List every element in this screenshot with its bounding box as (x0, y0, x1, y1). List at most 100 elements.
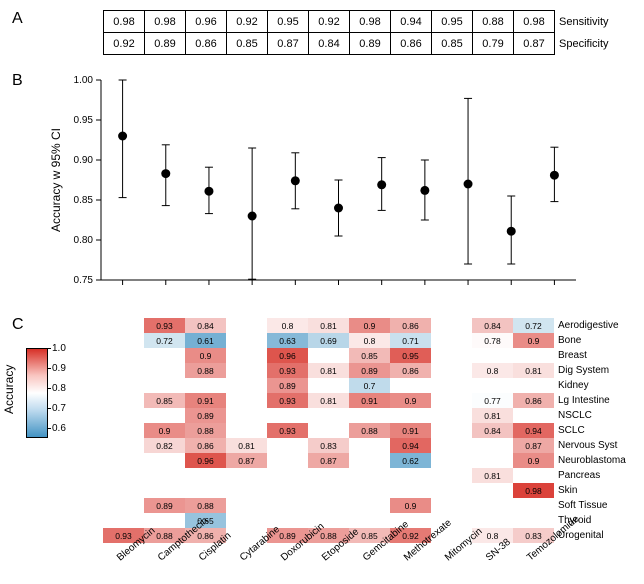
table-cell: 0.98 (350, 11, 391, 33)
heatmap-cell: 0.8 (267, 318, 308, 333)
heatmap-cell: 0.93 (267, 393, 308, 408)
heatmap-cell: 0.84 (472, 318, 513, 333)
heatmap-cell: 0.89 (267, 378, 308, 393)
heatmap-cell: 0.94 (513, 423, 554, 438)
table-cell: 0.98 (514, 11, 555, 33)
table-cell: 0.92 (104, 33, 145, 55)
heatmap-row-label: NSCLC (558, 408, 643, 423)
heatmap-cell: 0.9 (349, 318, 390, 333)
heatmap-cell: 0.78 (472, 333, 513, 348)
svg-text:1.00: 1.00 (74, 75, 94, 86)
table-cell: 0.95 (432, 11, 473, 33)
panel-a-table: 0.980.980.960.920.950.920.980.940.950.88… (103, 10, 625, 55)
table-cell: 0.89 (145, 33, 186, 55)
heatmap-cell: 0.63 (267, 333, 308, 348)
heatmap-cell: 0.9 (185, 348, 226, 363)
heatmap-cell: 0.77 (472, 393, 513, 408)
colorbar-tick: 0.6 (52, 423, 66, 434)
heatmap-cell: 0.8 (472, 363, 513, 378)
heatmap-cell: 0.61 (185, 333, 226, 348)
table-row-label: Specificity (555, 33, 625, 55)
svg-text:0.75: 0.75 (74, 275, 94, 286)
panel-c-label: C (12, 316, 24, 334)
table-cell: 0.87 (514, 33, 555, 55)
heatmap-cell: 0.86 (185, 438, 226, 453)
table-cell: 0.79 (473, 33, 514, 55)
table-cell: 0.96 (186, 11, 227, 33)
heatmap-cell: 0.9 (144, 423, 185, 438)
heatmap-cell: 0.83 (308, 438, 349, 453)
heatmap-cell: 0.9 (513, 453, 554, 468)
heatmap-cell: 0.96 (267, 348, 308, 363)
table-cell: 0.98 (145, 11, 186, 33)
heatmap-cell: 0.86 (513, 393, 554, 408)
panel-b-label: B (12, 72, 23, 90)
heatmap-cell: 0.93 (267, 363, 308, 378)
heatmap-cell: 0.85 (349, 348, 390, 363)
table-cell: 0.85 (432, 33, 473, 55)
heatmap-cell: 0.9 (390, 393, 431, 408)
panel-a-label: A (12, 10, 23, 28)
table-cell: 0.92 (227, 11, 268, 33)
svg-text:0.80: 0.80 (74, 235, 94, 246)
heatmap-cell: 0.81 (513, 363, 554, 378)
heatmap-cell: 0.81 (472, 468, 513, 483)
heatmap-cell: 0.81 (308, 318, 349, 333)
heatmap-cell: 0.88 (185, 423, 226, 438)
table-cell: 0.84 (309, 33, 350, 55)
panel-a: A 0.980.980.960.920.950.920.980.940.950.… (8, 8, 636, 68)
heatmap-row-label: Kidney (558, 378, 643, 393)
heatmap-cell: 0.8 (349, 333, 390, 348)
heatmap-cell: 0.69 (308, 333, 349, 348)
table-cell: 0.92 (309, 11, 350, 33)
heatmap-cell: 0.93 (267, 423, 308, 438)
svg-text:Accuracy w 95% CI: Accuracy w 95% CI (49, 128, 63, 232)
colorbar: 1.00.90.80.70.6 (26, 348, 48, 438)
table-cell: 0.85 (227, 33, 268, 55)
heatmap-cell: 0.96 (185, 453, 226, 468)
heatmap-cell: 0.89 (185, 408, 226, 423)
heatmap-row-label: SCLC (558, 423, 643, 438)
heatmap-cell: 0.87 (226, 453, 267, 468)
heatmap-row-label: Neuroblastoma (558, 453, 643, 468)
heatmap-row-label: Nervous Syst (558, 438, 643, 453)
heatmap-cell: 0.98 (513, 483, 554, 498)
colorbar-gradient (26, 348, 48, 438)
table-row-label: Sensitivity (555, 11, 625, 33)
heatmap-cell: 0.84 (472, 423, 513, 438)
heatmap-cell: 0.85 (144, 393, 185, 408)
heatmap-cell: 0.9 (513, 333, 554, 348)
table-cell: 0.94 (391, 11, 432, 33)
table-cell: 0.89 (350, 33, 391, 55)
heatmap-cell: 0.87 (308, 453, 349, 468)
svg-text:0.95: 0.95 (74, 115, 94, 126)
heatmap-cell: 0.91 (185, 393, 226, 408)
heatmap-cell: 0.62 (390, 453, 431, 468)
heatmap-cell: 0.72 (513, 318, 554, 333)
heatmap-cell: 0.88 (349, 423, 390, 438)
heatmap-cell: 0.91 (349, 393, 390, 408)
colorbar-tick: 1.0 (52, 343, 66, 354)
heatmap-row-label: Lg Intestine (558, 393, 643, 408)
heatmap-cell: 0.86 (390, 318, 431, 333)
table-cell: 0.86 (391, 33, 432, 55)
heatmap-cell: 0.86 (390, 363, 431, 378)
heatmap-cell: 0.87 (513, 438, 554, 453)
heatmap-cell: 0.89 (349, 363, 390, 378)
table-cell: 0.95 (268, 11, 309, 33)
heatmap-row-label: Pancreas (558, 468, 643, 483)
heatmap-cell: 0.82 (144, 438, 185, 453)
panel-b: B 0.750.800.850.900.951.00Accuracy w 95%… (8, 72, 636, 312)
table-cell: 0.87 (268, 33, 309, 55)
colorbar-tick: 0.7 (52, 403, 66, 414)
heatmap-cell: 0.7 (349, 378, 390, 393)
heatmap-cell: 0.81 (308, 363, 349, 378)
heatmap-cell: 0.72 (144, 333, 185, 348)
heatmap-row-label: Dig System (558, 363, 643, 378)
colorbar-tick: 0.9 (52, 363, 66, 374)
heatmap-cell: 0.88 (185, 363, 226, 378)
table-cell: 0.86 (186, 33, 227, 55)
panel-b-svg: 0.750.800.850.900.951.00Accuracy w 95% C… (46, 72, 636, 302)
heatmap-cell: 0.81 (472, 408, 513, 423)
heatmap-cell: 0.94 (390, 438, 431, 453)
